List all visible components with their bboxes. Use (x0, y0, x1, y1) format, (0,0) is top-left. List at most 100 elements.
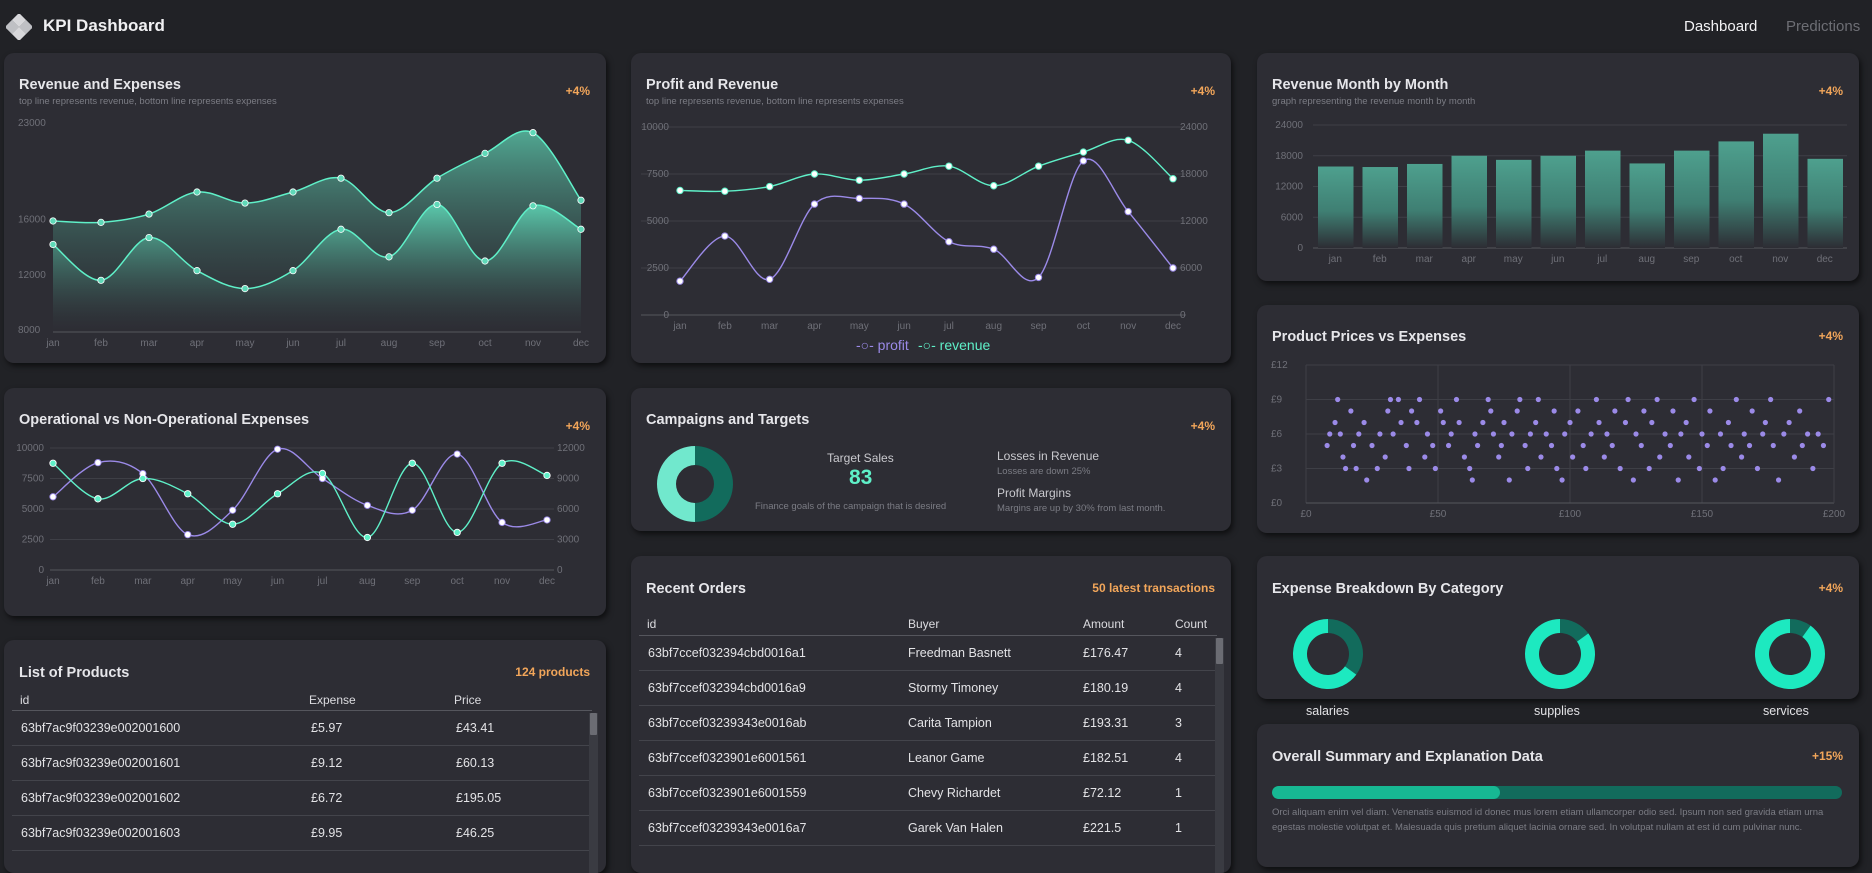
order-row[interactable]: 63bf7ccef032394cbd0016a9 Stormy Timoney £1… (639, 671, 1217, 706)
x-tick-label: dec (539, 576, 555, 587)
legend-label: profit (877, 337, 909, 353)
scrollbar-thumb[interactable] (590, 713, 597, 735)
legend-label: revenue (939, 337, 991, 353)
product-row[interactable]: 63bf7ac9f03239e002001601 £9.12 £60.13 (12, 746, 592, 781)
scatter-point (1496, 454, 1502, 460)
y-tick-label: 6000 (1281, 212, 1304, 223)
profit-point (855, 194, 863, 203)
y-tick-label: 12000 (1275, 182, 1303, 193)
scatter-point (1488, 408, 1494, 414)
card-title: List of Products (19, 665, 130, 681)
change-badge: +4% (565, 419, 590, 433)
scatter-point (1622, 419, 1629, 426)
profit-point (1079, 157, 1088, 165)
recent-orders-card: Recent Orders 50 latest transactions id … (631, 556, 1231, 873)
orders-scrollbar[interactable] (1215, 638, 1224, 873)
revenue-line (679, 138, 1174, 193)
revenue-point (721, 187, 729, 195)
order-row[interactable]: 63bf7ccef0323901e6001561 Leanor Game £182.… (639, 741, 1217, 776)
scatter-point (1369, 442, 1375, 449)
operational-point (543, 516, 551, 524)
non-operational-point (139, 474, 147, 483)
change-badge: +4% (1818, 581, 1843, 595)
bar (1496, 159, 1532, 248)
expenses-point (49, 240, 57, 249)
line-marker-icon: -○- (918, 337, 936, 353)
x-tick-label: jun (896, 321, 910, 332)
card-title: Revenue and Expenses (19, 77, 181, 93)
y-left-tick-label: 0 (38, 565, 44, 576)
column-header-id[interactable]: id (20, 693, 30, 707)
x-tick-label: apr (1462, 254, 1477, 265)
scatter-point (1580, 442, 1586, 449)
table-header-divider (12, 710, 592, 711)
y-tick-label: 8000 (18, 325, 41, 336)
scatter-point (1453, 396, 1460, 403)
y-tick-label: 23000 (18, 118, 46, 129)
column-header-price[interactable]: Price (454, 693, 482, 707)
column-header-id[interactable]: id (647, 617, 657, 631)
salaries-donut-chart (1293, 619, 1363, 689)
scatter-point (1633, 431, 1639, 437)
bar (1763, 133, 1799, 248)
scatter-point (1733, 396, 1739, 403)
non-operational-point (453, 528, 461, 537)
bar (1362, 167, 1398, 248)
table-cell: £6.72 (311, 791, 343, 805)
table-cell: £9.95 (311, 826, 343, 840)
y-left-tick-label: 7500 (22, 474, 45, 485)
nav-dashboard-link[interactable]: Dashboard (1684, 18, 1758, 35)
scatter-point (1498, 442, 1504, 449)
column-header-buyer[interactable]: Buyer (908, 617, 940, 631)
scatter-point (1699, 431, 1705, 437)
scatter-point (1432, 465, 1438, 472)
product-row[interactable]: 63bf7ac9f03239e002001602 £6.72 £195.05 (12, 781, 592, 816)
scatter-point (1728, 442, 1734, 449)
x-tick-label: jul (335, 338, 346, 349)
column-header-amount[interactable]: Amount (1083, 617, 1125, 631)
column-header-expense[interactable]: Expense (309, 693, 356, 707)
campaign-donut-chart (657, 446, 733, 522)
revenue-point (337, 174, 345, 182)
order-row[interactable]: 63bf7ccef0323901e6001559 Chevy Richardet £… (639, 776, 1217, 811)
expenses-line (52, 203, 582, 290)
scatter-point (1641, 408, 1647, 414)
category-donut-slice (1293, 619, 1357, 689)
scatter-point (1348, 408, 1354, 414)
product-row[interactable]: 63bf7ac9f03239e002001603 £9.95 £46.25 (12, 816, 592, 851)
scatter-point (1403, 442, 1409, 449)
scatter-point (1416, 396, 1423, 403)
x-tick-label: feb (1373, 254, 1387, 265)
nav-predictions-link[interactable]: Predictions (1786, 18, 1861, 35)
scrollbar-thumb[interactable] (1216, 638, 1223, 664)
order-row[interactable]: 63bf7ccef03239343e0016ab Carita Tampion £1… (639, 706, 1217, 741)
profit-point (945, 237, 953, 246)
products-scrollbar[interactable] (589, 713, 598, 873)
order-row[interactable]: 63bf7ccef032394cbd0016a1 Freedman Basnett… (639, 636, 1217, 671)
scatter-point (1525, 465, 1531, 472)
product-row[interactable]: 63bf7ac9f03239e002001600 £5.97 £43.41 (12, 711, 592, 746)
column-header-count[interactable]: Count (1175, 617, 1208, 631)
x-tick-label: jun (1550, 254, 1564, 265)
line-marker-icon: -○- (856, 337, 874, 353)
order-row[interactable]: 63bf7ccef03239343e0016a7 Garek Van Halen £… (639, 811, 1217, 846)
non-operational-point (228, 520, 237, 528)
operational-point (228, 506, 237, 514)
x-tick-label: jun (270, 576, 284, 587)
table-cell: £43.41 (456, 721, 495, 735)
legend-profit[interactable]: -○- profit (856, 337, 909, 353)
profit-point (676, 277, 684, 285)
scatter-point (1667, 442, 1673, 449)
legend-revenue[interactable]: -○- revenue (918, 337, 990, 353)
target-sales-description: Finance goals of the campaign that is de… (755, 501, 947, 512)
scatter-point (1583, 465, 1589, 472)
non-operational-point (318, 469, 327, 478)
table-header-divider (639, 635, 1217, 636)
x-tick-label: £0 (1300, 509, 1312, 520)
target-sales-label: Target Sales (827, 451, 894, 465)
table-cell: £46.25 (456, 826, 495, 840)
table-cell: 1 (1175, 821, 1182, 835)
scatter-point (1377, 431, 1383, 437)
scatter-point (1570, 454, 1576, 460)
table-cell: 63bf7ac9f03239e002001602 (21, 791, 181, 805)
